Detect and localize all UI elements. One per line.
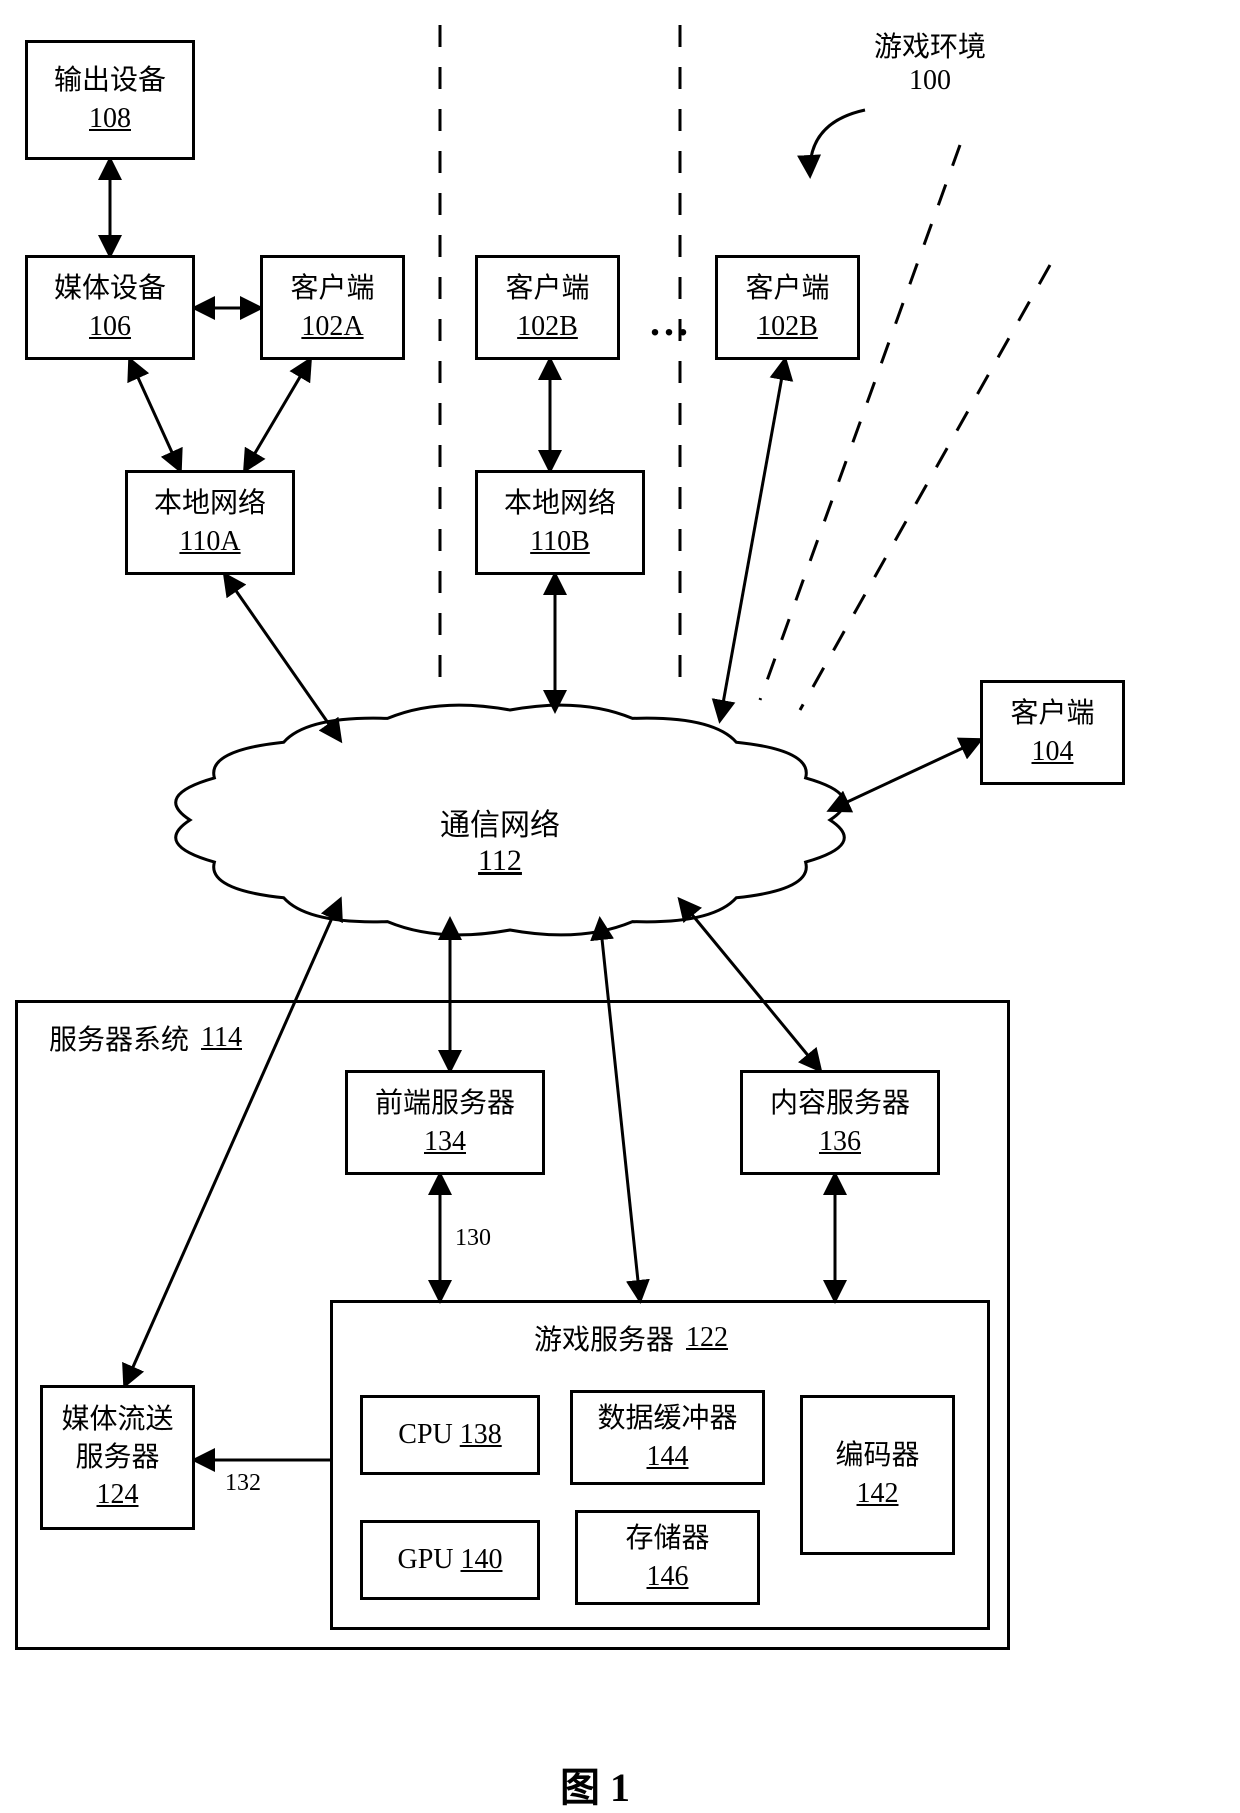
box-label: 媒体设备 bbox=[54, 270, 166, 308]
container-title-num: 122 bbox=[686, 1322, 728, 1354]
arrow-media-localA bbox=[130, 360, 180, 470]
diagram-canvas: 游戏环境 100 输出设备108媒体设备106客户端102A客户端102B客户端… bbox=[0, 0, 1240, 1811]
box-client_b2: 客户端102B bbox=[715, 255, 860, 360]
container-title-num: 114 bbox=[201, 1022, 242, 1054]
cloud-label: 通信网络 112 bbox=[440, 800, 560, 878]
conn-label-132: 132 bbox=[225, 1470, 261, 1497]
box-client_b1: 客户端102B bbox=[475, 255, 620, 360]
box-label: 客户端 bbox=[745, 270, 829, 308]
box-local_net_b: 本地网络110B bbox=[475, 470, 645, 575]
container-title-game_server: 游戏服务器 122 bbox=[520, 1318, 728, 1358]
box-num: 110B bbox=[530, 523, 590, 561]
arrow-clientA-localA bbox=[245, 360, 310, 470]
conn-label-130: 130 bbox=[455, 1225, 491, 1252]
box-num: 102B bbox=[757, 308, 818, 346]
box-label: 客户端 bbox=[1010, 695, 1094, 733]
container-title-server_system: 服务器系统 114 bbox=[35, 1018, 242, 1058]
cloud-num: 112 bbox=[478, 844, 522, 877]
box-num: 104 bbox=[1032, 733, 1074, 771]
box-label: 本地网络 bbox=[504, 485, 616, 523]
diagram-title: 游戏环境 100 bbox=[830, 25, 1030, 97]
container-title-text: 游戏服务器 bbox=[534, 1318, 674, 1358]
box-client_104: 客户端104 bbox=[980, 680, 1125, 785]
box-output_device: 输出设备108 bbox=[25, 40, 195, 160]
title-num: 100 bbox=[909, 65, 951, 96]
box-local_net_a: 本地网络110A bbox=[125, 470, 295, 575]
arrow-clientB2-cloud bbox=[720, 360, 785, 720]
box-label: 客户端 bbox=[505, 270, 589, 308]
figure-label: 图 1 bbox=[560, 1755, 630, 1813]
box-num: 102B bbox=[517, 308, 578, 346]
cloud-text: 通信网络 bbox=[440, 809, 560, 842]
container-title-text: 服务器系统 bbox=[49, 1018, 189, 1058]
box-label: 客户端 bbox=[290, 270, 374, 308]
box-label: 本地网络 bbox=[154, 485, 266, 523]
ellipsis: ... bbox=[650, 298, 692, 345]
box-label: 输出设备 bbox=[54, 62, 166, 100]
box-client_a: 客户端102A bbox=[260, 255, 405, 360]
arrow-client104-cloud bbox=[830, 740, 980, 810]
box-num: 110A bbox=[179, 523, 240, 561]
arrow-localA-cloud bbox=[225, 575, 340, 740]
box-num: 106 bbox=[89, 308, 131, 346]
box-media_device: 媒体设备106 bbox=[25, 255, 195, 360]
title-text: 游戏环境 bbox=[874, 32, 986, 63]
box-num: 102A bbox=[301, 308, 363, 346]
box-num: 108 bbox=[89, 100, 131, 138]
